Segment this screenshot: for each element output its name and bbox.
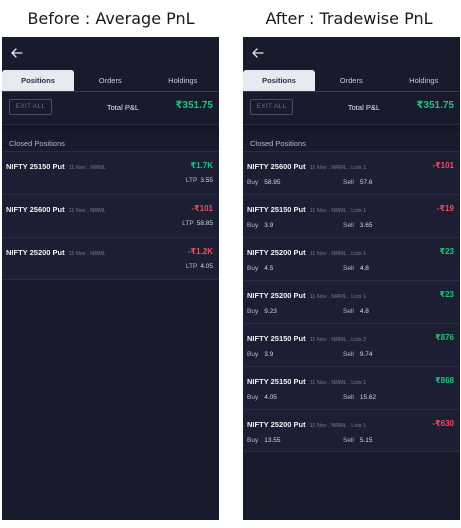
tab-holdings[interactable]: Holdings: [409, 76, 439, 85]
row-buy-price: Buy 13.55: [247, 437, 281, 444]
row-sell-price: Sell 4.8: [343, 265, 369, 272]
before-caption: Before : Average PnL: [27, 9, 195, 28]
instrument-meta: 11 Nov . NRML: [68, 251, 106, 257]
instrument-name: NIFTY 25150 Put 11 Nov . NRML . Lots 2: [247, 334, 367, 343]
position-row[interactable]: NIFTY 25150 Put 11 Nov . NRML . Lots 2 ₹8…: [243, 323, 460, 366]
row-buy-price: Buy 58.95: [247, 179, 281, 186]
row-pnl: -₹101: [191, 204, 213, 213]
row-ltp: LTP 3.55: [185, 177, 213, 184]
instrument-name: NIFTY 25150 Put 11 Nov . NRML: [6, 162, 106, 171]
row-pnl: -₹630: [432, 419, 454, 428]
instrument-meta: 11 Nov . NRML . Lots 1: [309, 423, 367, 429]
tab-orders[interactable]: Orders: [339, 76, 363, 85]
instrument-name: NIFTY 25200 Put 11 Nov . NRML . Lots 1: [247, 248, 367, 257]
instrument-meta: 11 Nov . NRML: [68, 208, 106, 214]
closed-positions-heading: Closed Positions: [2, 125, 219, 151]
tab-positions[interactable]: Positions: [243, 70, 315, 92]
row-sell-price: Sell 9.74: [343, 351, 373, 358]
row-ltp: LTP 58.85: [182, 220, 213, 227]
exit-all-button[interactable]: EXIT ALL: [9, 99, 52, 115]
instrument-meta: 11 Nov . NRML . Lots 1: [309, 294, 367, 300]
row-ltp: LTP 4.05: [185, 263, 213, 270]
instrument-name: NIFTY 25200 Put 11 Nov . NRML: [6, 248, 106, 257]
position-row[interactable]: NIFTY 25150 Put 11 Nov . NRML . Lots 1 ₹8…: [243, 366, 460, 409]
position-row[interactable]: NIFTY 25150 Put 11 Nov . NRML . Lots 1 -₹…: [243, 194, 460, 237]
row-pnl: -₹1.2K: [187, 247, 213, 256]
row-sell-price: Sell 5.15: [343, 437, 373, 444]
row-sell-price: Sell 15.62: [343, 394, 377, 401]
position-row[interactable]: NIFTY 25150 Put 11 Nov . NRML ₹1.7K LTP 3.…: [2, 151, 219, 194]
after-positions-list: NIFTY 25600 Put 11 Nov . NRML . Lots 1 -₹…: [243, 151, 460, 452]
row-buy-price: Buy 4.5: [247, 265, 274, 272]
position-row[interactable]: NIFTY 25200 Put 11 Nov . NRML . Lots 1 ₹2…: [243, 280, 460, 323]
pnl-summary: EXIT ALL Total P&L ₹351.75: [243, 92, 460, 125]
before-positions-list: NIFTY 25150 Put 11 Nov . NRML ₹1.7K LTP 3.…: [2, 151, 219, 280]
instrument-name: NIFTY 25600 Put 11 Nov . NRML: [6, 205, 106, 214]
row-pnl: ₹23: [439, 247, 454, 256]
top-bar: [2, 37, 219, 70]
instrument-name: NIFTY 25200 Put 11 Nov . NRML . Lots 1: [247, 420, 367, 429]
row-sell-price: Sell 4.8: [343, 308, 369, 315]
instrument-meta: 11 Nov . NRML: [68, 165, 106, 171]
row-sell-price: Sell 57.6: [343, 179, 373, 186]
top-bar: [243, 37, 460, 70]
tab-orders[interactable]: Orders: [98, 76, 122, 85]
total-pnl-value: ₹351.75: [175, 100, 213, 111]
pnl-summary: EXIT ALL Total P&L ₹351.75: [2, 92, 219, 125]
total-pnl-label: Total P&L: [106, 103, 139, 112]
row-pnl: ₹868: [435, 376, 454, 385]
tab-holdings[interactable]: Holdings: [168, 76, 198, 85]
row-pnl: ₹876: [435, 333, 454, 342]
instrument-meta: 11 Nov . NRML . Lots 1: [309, 208, 367, 214]
position-row[interactable]: NIFTY 25200 Put 11 Nov . NRML . Lots 1 ₹2…: [243, 237, 460, 280]
arrow-left-icon[interactable]: [251, 46, 265, 60]
after-caption: After : Tradewise PnL: [265, 9, 433, 28]
tab-positions[interactable]: Positions: [2, 70, 74, 92]
instrument-name: NIFTY 25150 Put 11 Nov . NRML . Lots 1: [247, 377, 367, 386]
row-pnl: ₹23: [439, 290, 454, 299]
position-row[interactable]: NIFTY 25600 Put 11 Nov . NRML . Lots 1 -₹…: [243, 151, 460, 194]
instrument-name: NIFTY 25200 Put 11 Nov . NRML . Lots 1: [247, 291, 367, 300]
tab-bar: Positions Orders Holdings: [243, 70, 460, 92]
row-sell-price: Sell 3.65: [343, 222, 373, 229]
row-buy-price: Buy 3.9: [247, 351, 274, 358]
instrument-name: NIFTY 25150 Put 11 Nov . NRML . Lots 1: [247, 205, 367, 214]
instrument-meta: 11 Nov . NRML . Lots 1: [309, 380, 367, 386]
position-row[interactable]: NIFTY 25200 Put 11 Nov . NRML -₹1.2K LTP 4…: [2, 237, 219, 280]
row-pnl: ₹1.7K: [190, 161, 213, 170]
closed-positions-heading: Closed Positions: [243, 125, 460, 151]
tab-bar: Positions Orders Holdings: [2, 70, 219, 92]
row-pnl: -₹101: [432, 161, 454, 170]
tab-divider: [2, 91, 219, 92]
instrument-meta: 11 Nov . NRML . Lots 2: [309, 337, 367, 343]
row-buy-price: Buy 9.23: [247, 308, 277, 315]
position-row[interactable]: NIFTY 25600 Put 11 Nov . NRML -₹101 LTP 58…: [2, 194, 219, 237]
before-positions-screen: Positions Orders Holdings EXIT ALL Total…: [2, 37, 219, 520]
exit-all-button[interactable]: EXIT ALL: [250, 99, 293, 115]
after-positions-screen: Positions Orders Holdings EXIT ALL Total…: [243, 37, 460, 520]
tab-divider: [243, 91, 460, 92]
position-row[interactable]: NIFTY 25200 Put 11 Nov . NRML . Lots 1 -₹…: [243, 409, 460, 452]
total-pnl-label: Total P&L: [347, 103, 380, 112]
instrument-meta: 11 Nov . NRML . Lots 1: [309, 165, 367, 171]
row-buy-price: Buy 3.9: [247, 222, 274, 229]
row-buy-price: Buy 4.05: [247, 394, 277, 401]
total-pnl-value: ₹351.75: [416, 100, 454, 111]
instrument-name: NIFTY 25600 Put 11 Nov . NRML . Lots 1: [247, 162, 367, 171]
row-pnl: -₹19: [436, 204, 454, 213]
instrument-meta: 11 Nov . NRML . Lots 1: [309, 251, 367, 257]
arrow-left-icon[interactable]: [10, 46, 24, 60]
